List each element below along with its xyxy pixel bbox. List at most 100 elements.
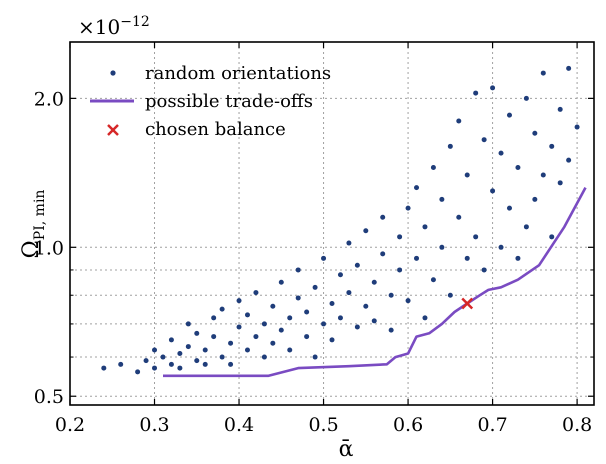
scatter-point bbox=[185, 321, 191, 327]
scatter-point bbox=[363, 303, 369, 309]
scatter-point bbox=[490, 188, 496, 194]
scatter-point bbox=[202, 361, 208, 367]
y-axis-label: ΩPI, min bbox=[19, 190, 48, 259]
scatter-point bbox=[135, 369, 141, 375]
scatter-point bbox=[447, 143, 453, 149]
scatter-point bbox=[574, 124, 580, 130]
scatter-point bbox=[304, 309, 310, 315]
scatter-point bbox=[278, 327, 284, 333]
scatter-point bbox=[211, 334, 217, 340]
scatter-point bbox=[219, 306, 225, 312]
scatter-point bbox=[244, 312, 250, 318]
scatter-point bbox=[430, 277, 436, 283]
scatter-point bbox=[236, 324, 242, 330]
scatter-point bbox=[329, 300, 335, 306]
scatter-point bbox=[388, 292, 394, 298]
scatter-point bbox=[414, 185, 420, 191]
scatter-point bbox=[143, 358, 149, 364]
scatter-point bbox=[422, 224, 428, 230]
scatter-point bbox=[540, 172, 546, 178]
scatter-point bbox=[270, 340, 276, 346]
scatter-point bbox=[363, 228, 369, 234]
scatter-point bbox=[337, 272, 343, 278]
scatter-point bbox=[194, 358, 200, 364]
scatter-point bbox=[287, 315, 293, 321]
scatter-point bbox=[566, 157, 572, 163]
scatter-point bbox=[194, 330, 200, 336]
y-tick-label: 1.0 bbox=[34, 237, 64, 259]
scatter-point bbox=[380, 251, 386, 257]
scatter-point bbox=[498, 244, 504, 250]
scatter-point bbox=[168, 361, 174, 367]
scatter-point bbox=[177, 365, 183, 371]
scatter-point bbox=[557, 180, 563, 186]
scatter-point bbox=[168, 337, 174, 343]
scatter-point bbox=[532, 130, 538, 136]
legend-marker-cross bbox=[107, 124, 119, 136]
scatter-point bbox=[464, 255, 470, 261]
scatter-point bbox=[380, 214, 386, 220]
scatter-point bbox=[456, 118, 462, 124]
scatter-point bbox=[261, 354, 267, 360]
scatter-point bbox=[219, 354, 225, 360]
scale-factor: ×10−12 bbox=[78, 14, 150, 39]
scatter-point bbox=[481, 267, 487, 273]
scatter-point bbox=[211, 315, 217, 321]
legend-label-chosen-balance: chosen balance bbox=[145, 119, 286, 140]
y-tick-label: 2.0 bbox=[34, 88, 64, 110]
scatter-point bbox=[321, 321, 327, 327]
x-tick-label: 0.2 bbox=[55, 414, 85, 436]
scatter-point bbox=[371, 279, 377, 285]
legend-label-possible-trade-offs: possible trade-offs bbox=[145, 91, 313, 112]
scatter-point bbox=[515, 164, 521, 170]
scatter-point bbox=[244, 347, 250, 353]
scatter-point bbox=[405, 298, 411, 304]
scatter-point bbox=[515, 255, 521, 261]
scatter-point bbox=[354, 324, 360, 330]
scatter-point bbox=[312, 284, 318, 290]
scatter-point bbox=[523, 95, 529, 101]
x-tick-label: 0.8 bbox=[562, 414, 592, 436]
scatter-point bbox=[185, 344, 191, 350]
scatter-point bbox=[329, 337, 335, 343]
scatter-point bbox=[498, 150, 504, 156]
legend-label-random-orientations: random orientations bbox=[145, 63, 331, 84]
scatter-point bbox=[253, 334, 259, 340]
trade-off-line bbox=[163, 186, 587, 378]
scatter-point bbox=[523, 224, 529, 230]
scatter-point bbox=[101, 365, 107, 371]
legend-marker-dots bbox=[110, 70, 116, 76]
scatter-point bbox=[304, 334, 310, 340]
scatter-point bbox=[202, 347, 208, 353]
axis-ticks: 0.2 0.3 0.4 0.5 0.6 0.7 0.8 0.5 1.0 2.0 bbox=[34, 42, 594, 436]
scatter-point bbox=[397, 234, 403, 240]
scatter-point bbox=[414, 255, 420, 261]
scatter-point bbox=[270, 303, 276, 309]
scatter-point bbox=[464, 172, 470, 178]
scatter-point bbox=[312, 354, 318, 360]
scatter-point bbox=[549, 143, 555, 149]
chosen-balance-marker bbox=[461, 297, 474, 310]
scatter-point bbox=[253, 290, 259, 296]
trade-off-polyline bbox=[163, 186, 587, 378]
x-tick-label: 0.4 bbox=[224, 414, 254, 436]
scatter-point bbox=[228, 361, 234, 367]
chosen-balance-cross bbox=[461, 297, 474, 310]
scatter-point bbox=[177, 351, 183, 357]
x-tick-label: 0.7 bbox=[477, 414, 507, 436]
x-tick-label: 0.6 bbox=[393, 414, 423, 436]
scatter-point bbox=[473, 234, 479, 240]
scatter-point bbox=[152, 347, 158, 353]
scatter-point bbox=[566, 65, 572, 71]
scatter-point bbox=[152, 365, 158, 371]
scatter-point bbox=[540, 70, 546, 76]
scatter-point bbox=[261, 321, 267, 327]
scatter-point bbox=[456, 214, 462, 220]
scatter-point bbox=[236, 298, 242, 304]
x-tick-label: 0.3 bbox=[139, 414, 169, 436]
scatter-point bbox=[295, 267, 301, 273]
scatter-point bbox=[295, 295, 301, 301]
scatter-point bbox=[337, 315, 343, 321]
scatter-point bbox=[557, 106, 563, 112]
scatter-point bbox=[447, 292, 453, 298]
